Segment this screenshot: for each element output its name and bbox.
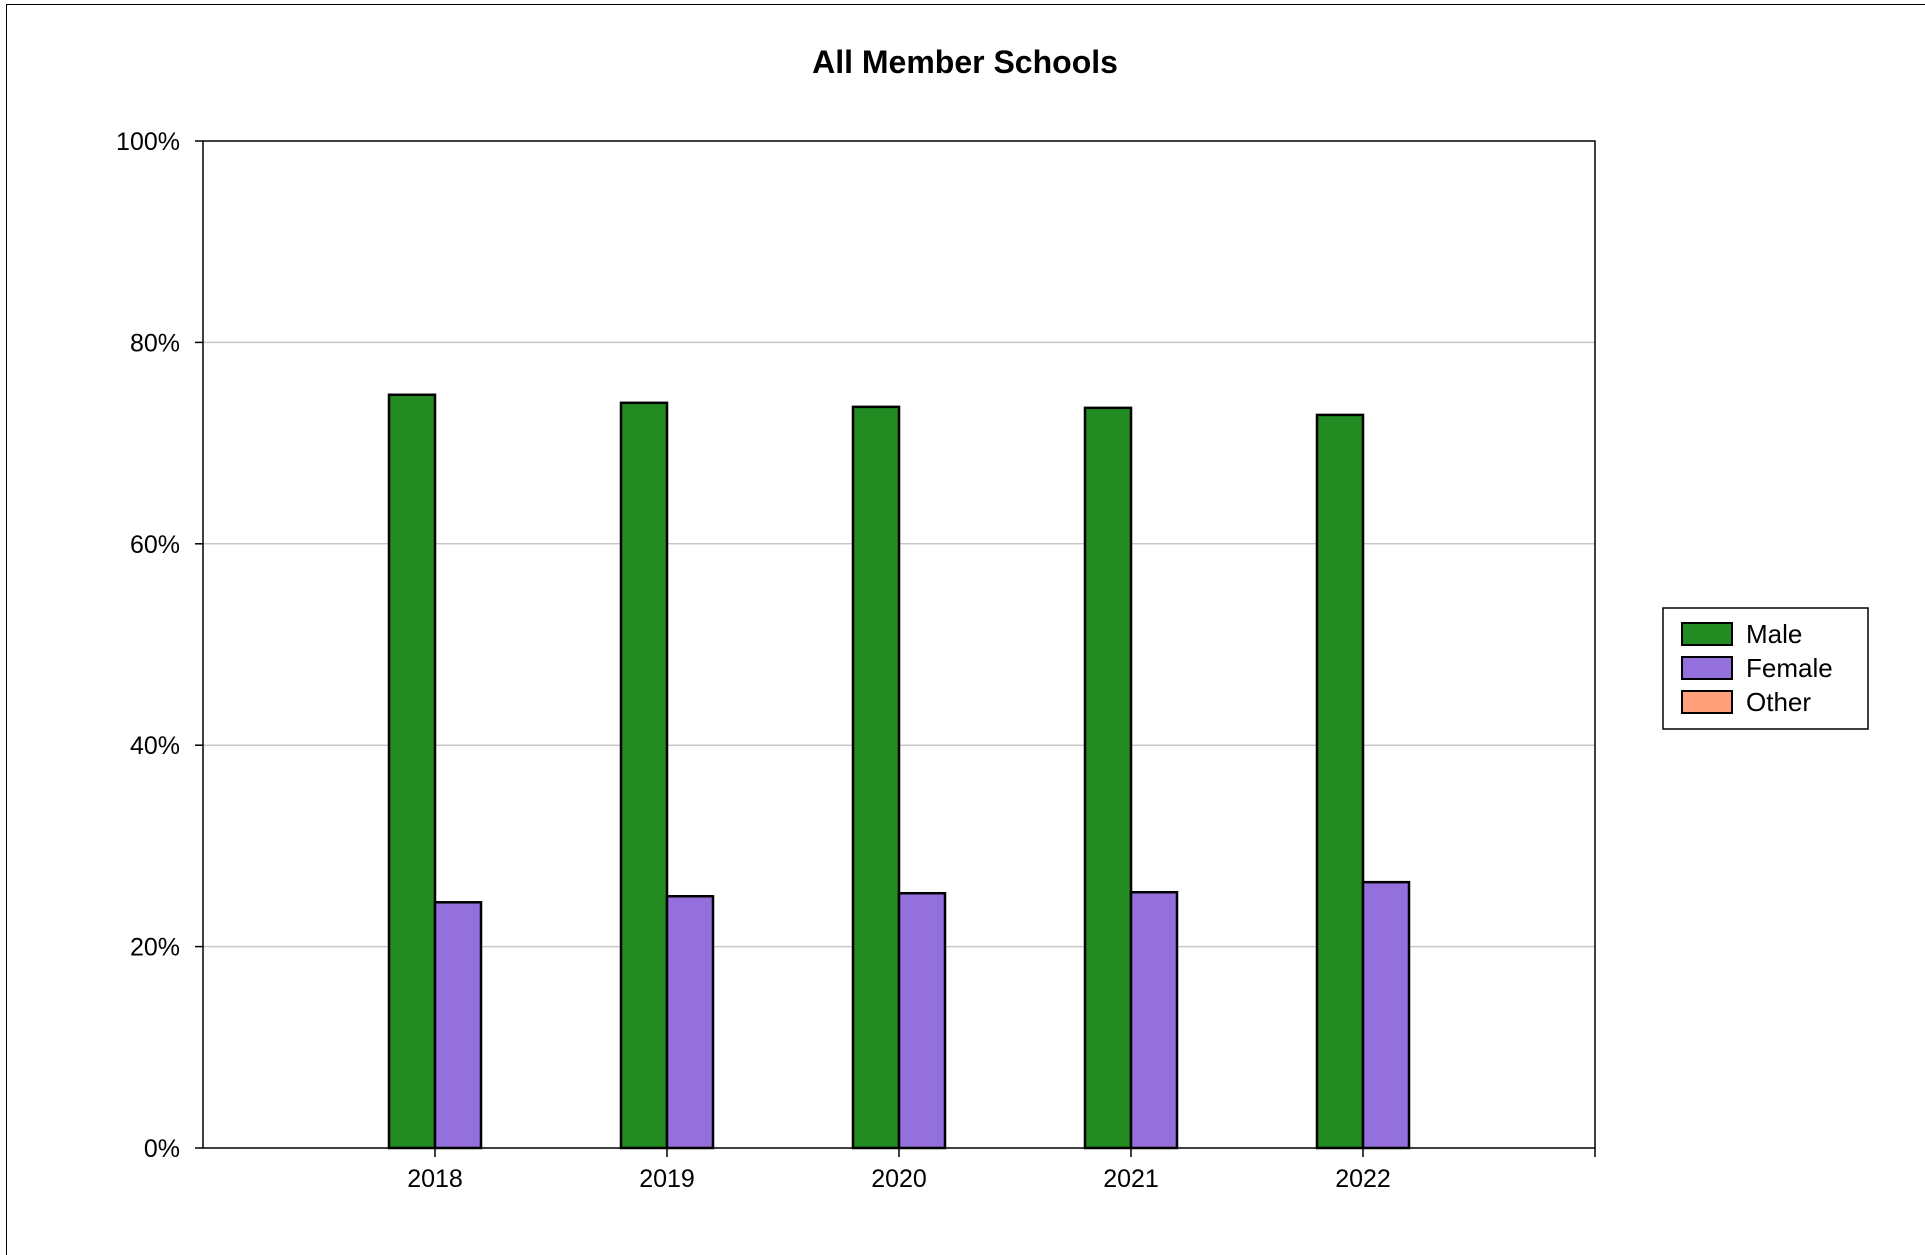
bar-female-2020 [897, 891, 947, 1150]
bar-male-2020 [851, 405, 901, 1150]
x-tick-label: 2019 [639, 1165, 695, 1193]
x-tick-label: 2020 [871, 1165, 927, 1193]
legend-label-male: Male [1746, 619, 1802, 649]
bar-male-2019 [619, 401, 669, 1150]
bar-female-2021 [1129, 890, 1179, 1150]
x-tick-label: 2021 [1103, 1165, 1159, 1193]
y-tick-label: 20% [130, 934, 180, 962]
bar-female-2019 [665, 895, 715, 1150]
y-tick-label: 0% [144, 1135, 180, 1163]
y-tick-label: 100% [116, 128, 180, 156]
y-tick-label: 40% [130, 732, 180, 760]
bars [387, 393, 1411, 1150]
bar-male-2021 [1083, 406, 1133, 1150]
x-tick-label: 2022 [1335, 1165, 1391, 1193]
y-tick-label: 80% [130, 329, 180, 357]
chart-title: All Member Schools [812, 44, 1118, 80]
legend-label-other: Other [1746, 687, 1811, 717]
chart-frame [6, 4, 1925, 1255]
bar-male-2022 [1315, 413, 1365, 1150]
legend: Male Female Other [1662, 607, 1869, 730]
legend-swatch-other [1681, 690, 1733, 714]
bar-female-2022 [1361, 880, 1411, 1150]
x-axis-ticks: 2018 2019 2020 2021 2022 [407, 1148, 1596, 1193]
bar-female-2018 [433, 901, 483, 1150]
y-tick-label: 60% [130, 531, 180, 559]
legend-swatch-male [1681, 622, 1733, 646]
y-axis-ticks: 0% 20% 40% 60% 80% 100% [116, 128, 203, 1163]
bar-male-2018 [387, 393, 437, 1150]
x-tick-label: 2018 [407, 1165, 463, 1193]
legend-swatch-female [1681, 656, 1733, 680]
legend-label-female: Female [1746, 653, 1833, 683]
